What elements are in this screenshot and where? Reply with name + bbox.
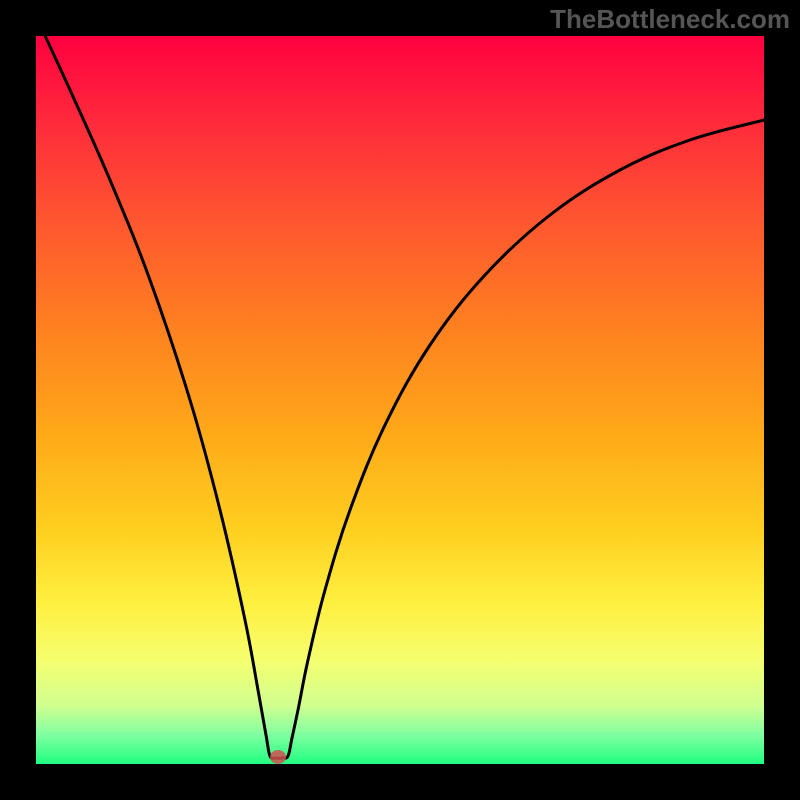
watermark-text: TheBottleneck.com [550, 4, 790, 35]
bottleneck-chart [0, 0, 800, 800]
plot-background [36, 36, 764, 764]
chart-container: TheBottleneck.com [0, 0, 800, 800]
minimum-marker [270, 750, 286, 764]
